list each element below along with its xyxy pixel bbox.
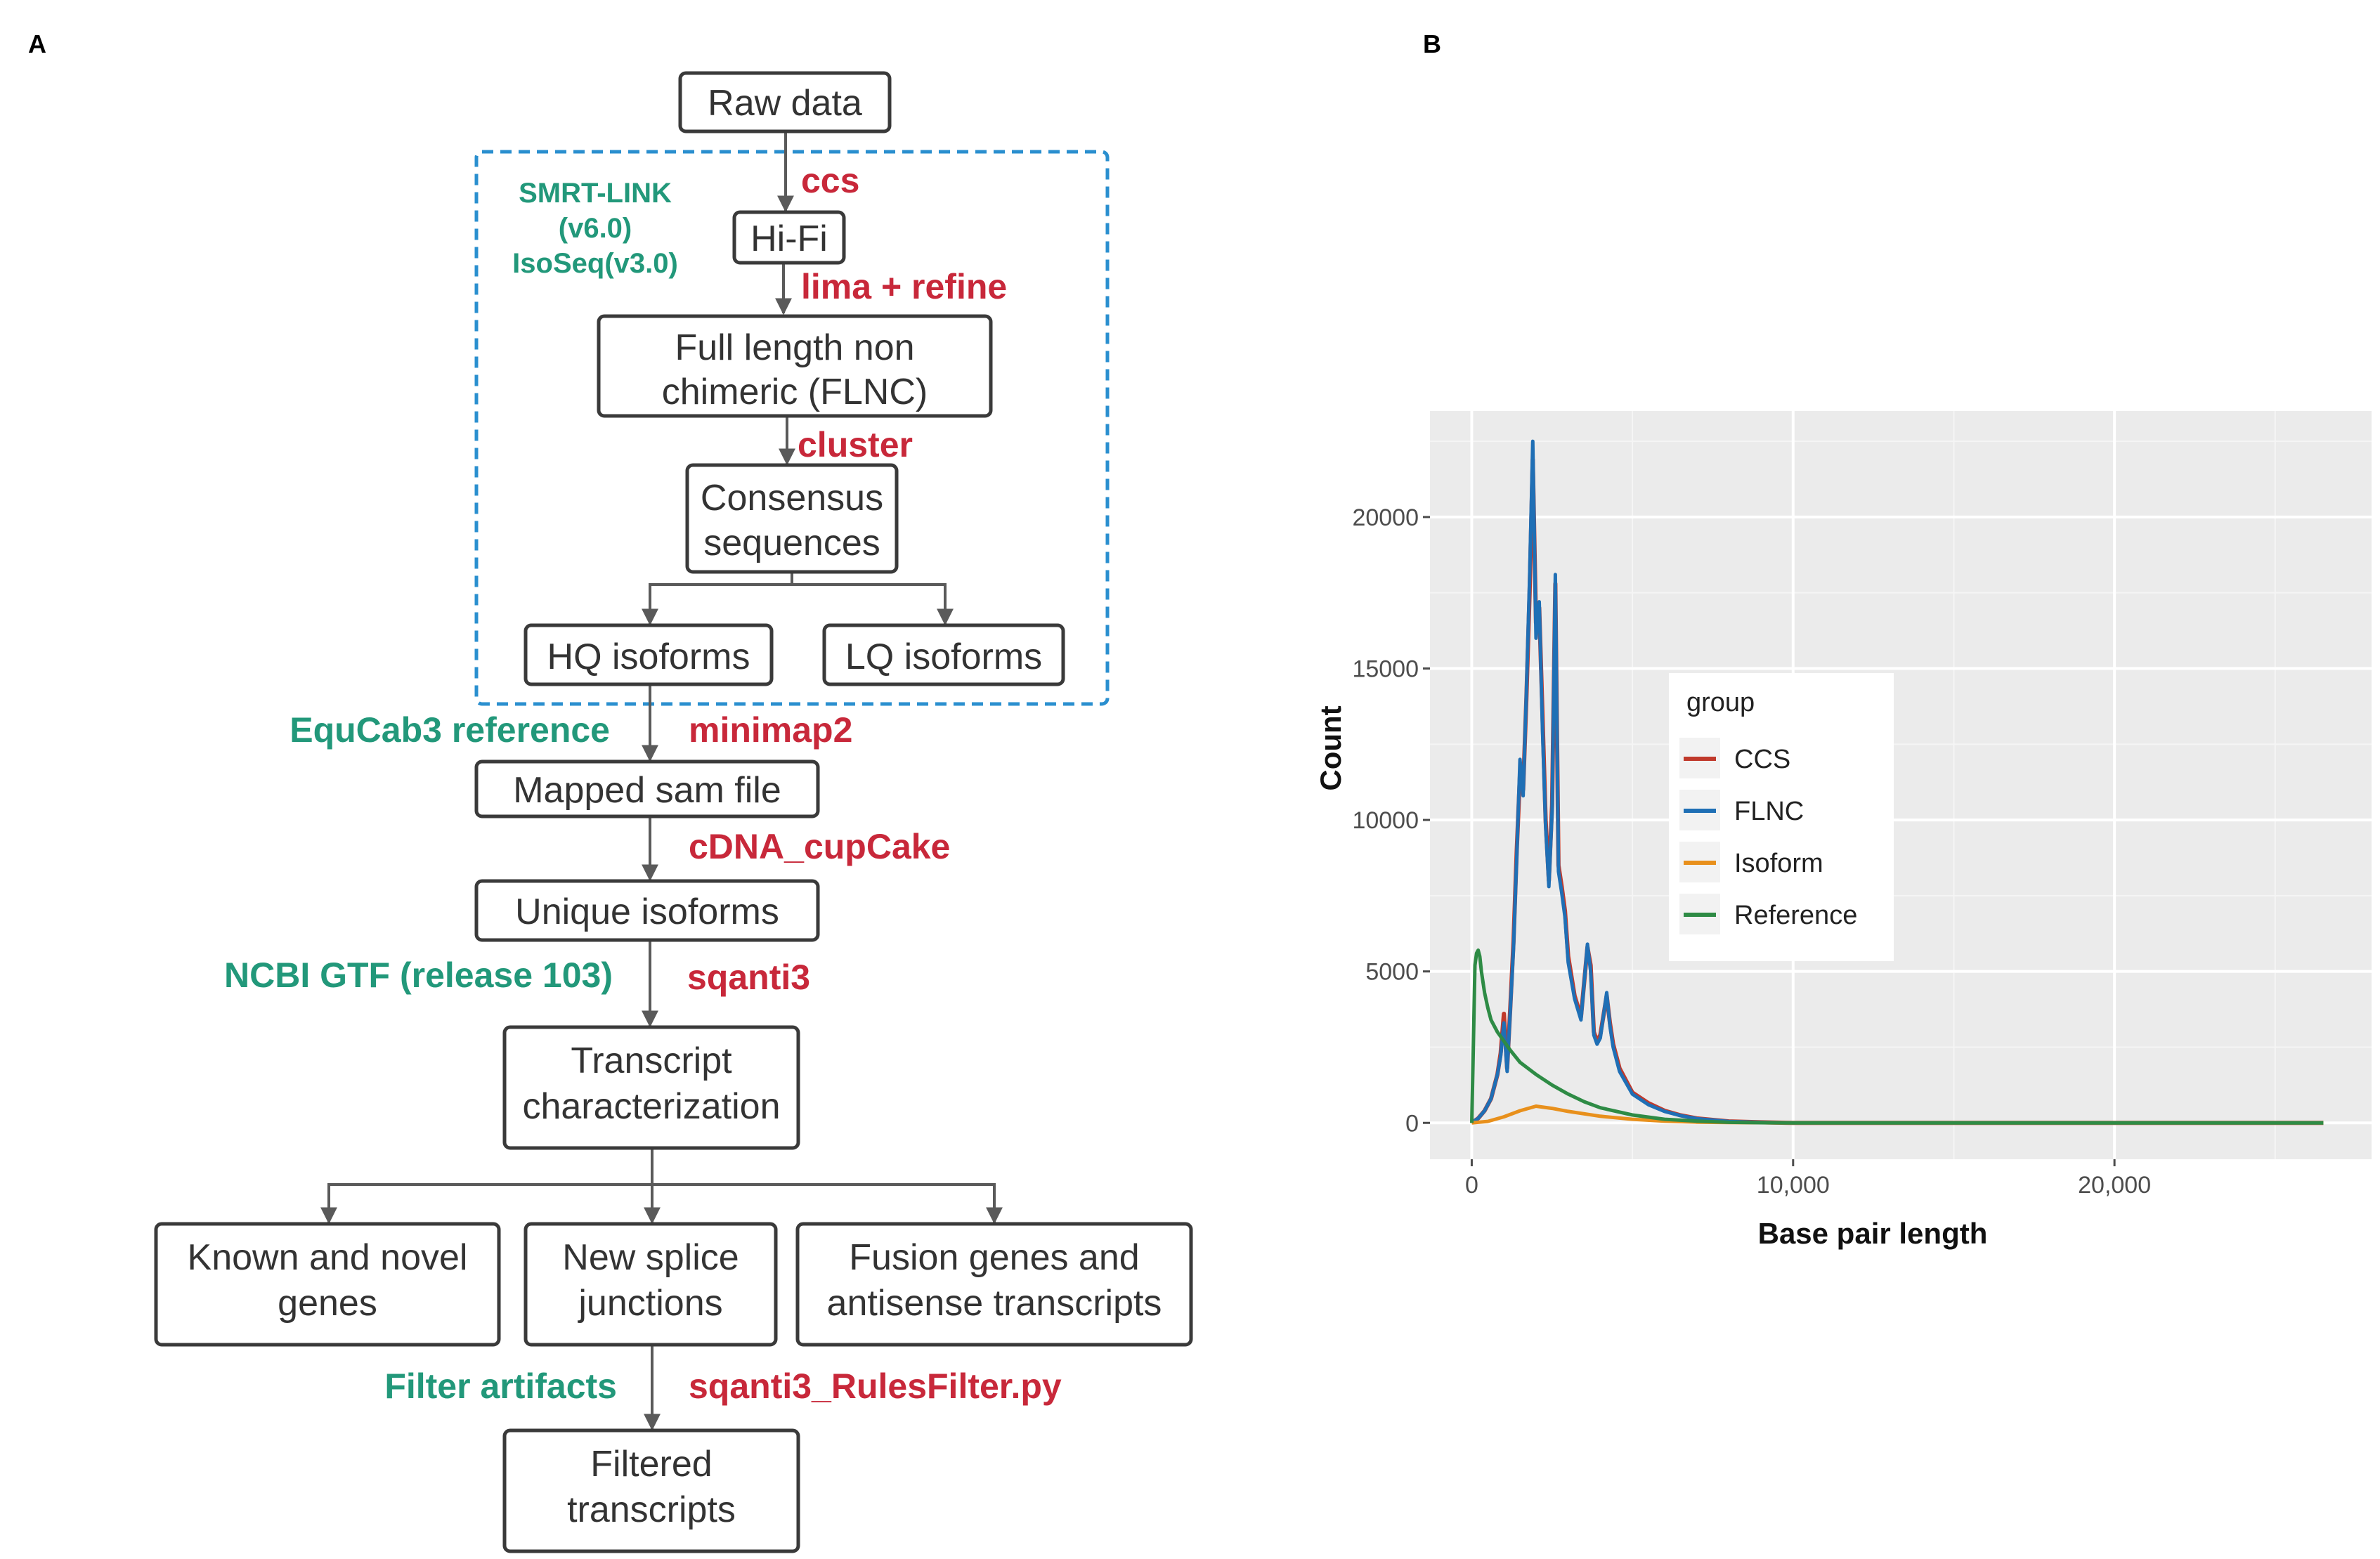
tool-sqanti3: sqanti3 xyxy=(687,958,810,997)
box-raw-data-label: Raw data xyxy=(708,83,862,124)
legend-label-flnc: FLNC xyxy=(1734,797,1804,826)
arrow-transcript-to-fusion xyxy=(652,1183,1003,1225)
tool-minimap2: minimap2 xyxy=(689,710,852,750)
smrt-link-line-1: SMRT-LINK xyxy=(519,178,672,209)
ref-equcab3: EquCab3 reference xyxy=(290,710,610,750)
box-lq-label: LQ isoforms xyxy=(845,637,1042,677)
ref-filter-artifacts: Filter artifacts xyxy=(384,1366,617,1406)
arrow-consensus-to-hq xyxy=(642,572,793,626)
box-filtered-transcripts: Filtered transcripts xyxy=(502,1428,800,1553)
box-transcript-characterization: Transcript characterization xyxy=(502,1025,800,1150)
box-hifi: Hi-Fi xyxy=(732,210,846,265)
box-splice-label-1: New splice xyxy=(562,1237,739,1278)
panel-label-a: A xyxy=(28,30,46,58)
x-tick-label: 10,000 xyxy=(1757,1172,1830,1199)
box-known-novel-genes: Known and novel genes xyxy=(154,1222,501,1347)
box-known-label-1: Known and novel xyxy=(188,1237,468,1278)
box-new-splice-junctions: New splice junctions xyxy=(524,1222,778,1347)
arrow-consensus-to-lq xyxy=(792,583,954,626)
box-fusion-genes: Fusion genes and antisense transcripts xyxy=(795,1222,1193,1347)
x-tick-label: 20,000 xyxy=(2078,1172,2151,1199)
box-consensus: Consensus sequences xyxy=(685,463,899,574)
smrt-link-container xyxy=(474,150,1110,706)
smrt-link-label: SMRT-LINK (v6.0) IsoSeq(v3.0) xyxy=(512,178,678,279)
y-tick-label: 5000 xyxy=(1365,959,1419,986)
tool-sqanti3-rulesfilter: sqanti3_RulesFilter.py xyxy=(689,1366,1062,1406)
box-mapped-sam: Mapped sam file xyxy=(474,759,820,818)
series-line-reference xyxy=(1470,948,2324,1125)
x-tick-label: 0 xyxy=(1465,1172,1478,1199)
box-filtered-label-1: Filtered xyxy=(590,1444,712,1485)
legend-label-ccs: CCS xyxy=(1734,745,1790,774)
legend-label-reference: Reference xyxy=(1734,901,1857,930)
tool-ccs: ccs xyxy=(801,161,859,200)
smrt-link-line-2: (v6.0) xyxy=(559,213,632,244)
plot-background xyxy=(1430,411,2372,1159)
legend-items: CCS FLNC Isoform Reference xyxy=(1679,738,1857,934)
y-tick-label: 20000 xyxy=(1352,504,1419,531)
flowchart: Raw data Hi-Fi Full length non chimeric … xyxy=(154,71,1193,1553)
box-splice-label-2: junctions xyxy=(577,1283,722,1324)
box-raw-data: Raw data xyxy=(678,71,892,133)
box-flnc-label-1: Full length non xyxy=(675,327,914,368)
box-hq-label: HQ isoforms xyxy=(547,637,750,677)
box-flnc: Full length non chimeric (FLNC) xyxy=(597,314,993,418)
box-flnc-label-2: chimeric (FLNC) xyxy=(662,372,928,412)
y-tick-label: 10000 xyxy=(1352,807,1419,834)
box-fusion-label-2: antisense transcripts xyxy=(827,1283,1162,1324)
box-fusion-label-1: Fusion genes and xyxy=(849,1237,1139,1278)
series-line-flnc xyxy=(1471,439,2324,1125)
smrt-link-line-3: IsoSeq(v3.0) xyxy=(512,248,678,279)
box-lq-isoforms: LQ isoforms xyxy=(822,623,1065,686)
box-hq-isoforms: HQ isoforms xyxy=(524,623,774,686)
line-chart: 0 10,000 20,000 0 5000 10000 15000 20000 Base p… xyxy=(1314,411,2372,1250)
box-transcript-label-1: Transcript xyxy=(571,1041,732,1081)
tool-lima-refine: lima + refine xyxy=(801,267,1007,306)
tool-cdna-cupcake: cDNA_cupCake xyxy=(689,827,950,866)
box-unique-isoforms: Unique isoforms xyxy=(474,879,820,942)
ref-ncbi-gtf: NCBI GTF (release 103) xyxy=(224,955,613,995)
box-consensus-label-1: Consensus xyxy=(701,478,883,518)
legend-title: group xyxy=(1686,688,1755,717)
arrow-transcript-to-known xyxy=(320,1148,653,1225)
box-known-label-2: genes xyxy=(278,1283,377,1324)
box-consensus-label-2: sequences xyxy=(703,523,880,563)
legend-label-isoform: Isoform xyxy=(1734,849,1823,878)
legend: group CCS FLNC Isoform Reference xyxy=(1669,673,1894,961)
box-mapped-label: Mapped sam file xyxy=(513,770,781,811)
box-transcript-label-2: characterization xyxy=(522,1086,780,1127)
y-axis-label: Count xyxy=(1314,705,1347,790)
x-axis-label: Base pair length xyxy=(1758,1217,1988,1250)
box-filtered-label-2: transcripts xyxy=(567,1489,736,1530)
tool-cluster: cluster xyxy=(798,425,913,464)
panel-label-b: B xyxy=(1423,30,1441,58)
box-unique-label: Unique isoforms xyxy=(515,892,779,932)
y-tick-label: 15000 xyxy=(1352,655,1419,682)
y-tick-label: 0 xyxy=(1405,1110,1419,1137)
box-hifi-label: Hi-Fi xyxy=(750,218,828,259)
series-lines xyxy=(1470,439,2324,1126)
axes: 0 10,000 20,000 0 5000 10000 15000 20000 xyxy=(1352,504,2151,1199)
